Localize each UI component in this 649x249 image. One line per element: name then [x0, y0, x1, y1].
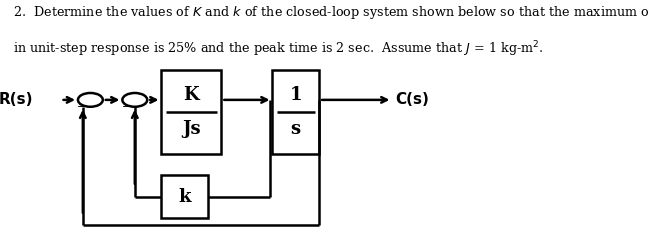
Bar [273, 70, 319, 154]
Text: C(s): C(s) [395, 92, 430, 107]
Text: Js: Js [182, 121, 201, 138]
Text: 1: 1 [289, 86, 302, 104]
Text: in unit-step response is 25% and the peak time is 2 sec.  Assume that $J$ = 1 kg: in unit-step response is 25% and the pea… [13, 40, 543, 59]
Text: 2.  Determine the values of $K$ and $k$ of the closed-loop system shown below so: 2. Determine the values of $K$ and $k$ o… [13, 4, 649, 21]
Text: −: − [121, 102, 131, 113]
Bar [162, 70, 221, 154]
Text: −: − [77, 102, 86, 113]
Text: s: s [291, 121, 301, 138]
Text: K: K [184, 86, 199, 104]
Text: R(s): R(s) [0, 92, 32, 107]
Text: k: k [178, 187, 191, 205]
Bar [162, 175, 208, 218]
